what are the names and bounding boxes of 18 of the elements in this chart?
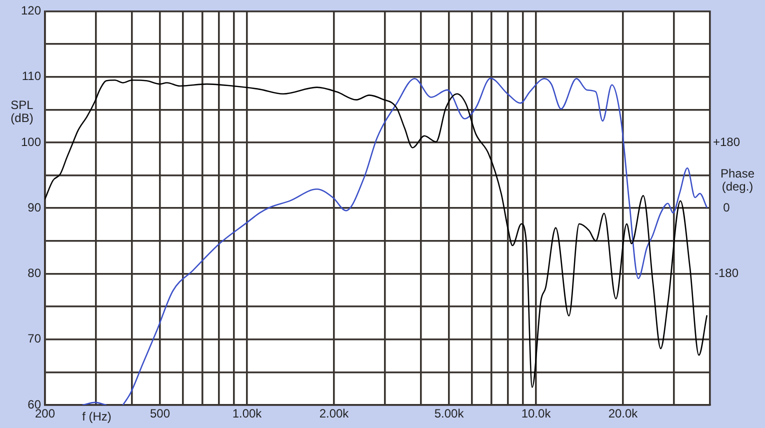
y-tick-label: 90 [28,200,42,214]
y-tick-label: 80 [28,266,42,280]
y-tick-label: 110 [22,69,42,84]
y2-tick-label: 0 [723,200,730,214]
y-tick-label: 120 [20,4,42,18]
x-tick-label: 20.0k [608,406,639,421]
x-tick-label: 1.00k [232,406,263,421]
x-tick-label: 2.00k [319,406,350,421]
x-tick-label: 5.00k [434,406,465,421]
y2-tick-label: +180 [713,134,740,149]
y2-axis-title: Phase (deg.) [720,166,755,194]
y2-tick-label: -180 [714,266,739,280]
x-tick-label: 500 [150,406,170,421]
x-tick-label: 10.0k [521,406,552,421]
y-axis-title: SPL (dB) [10,98,34,126]
x-axis-title: f (Hz) [82,409,112,424]
y-tick-label: 70 [28,332,42,346]
y-tick-label: 100 [20,134,42,149]
